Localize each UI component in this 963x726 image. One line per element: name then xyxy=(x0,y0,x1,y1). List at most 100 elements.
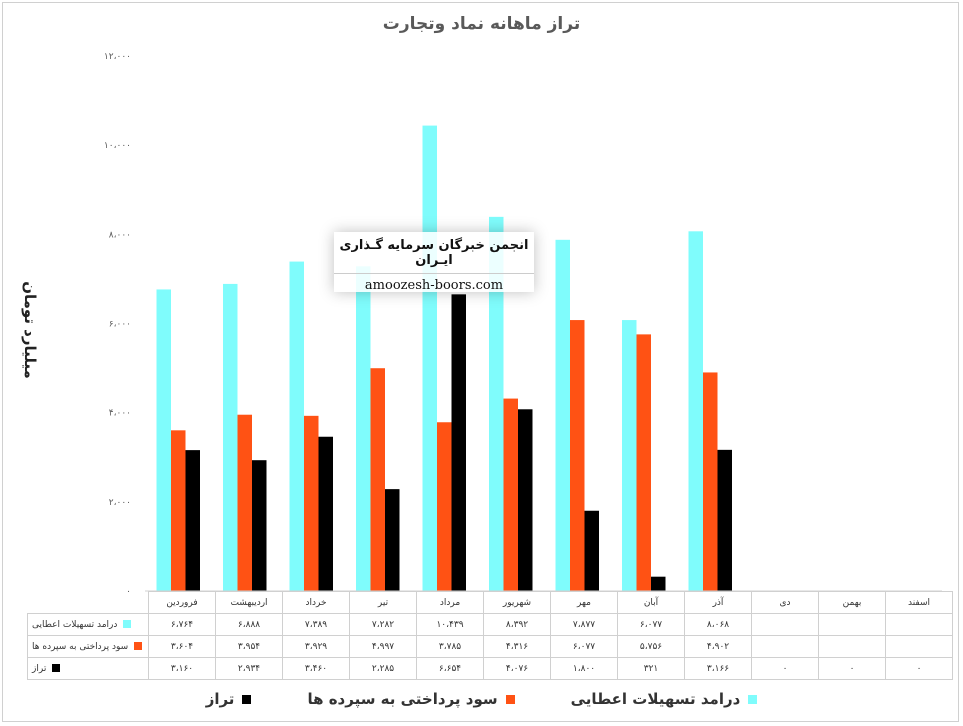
x-category-label: شهریور xyxy=(483,591,551,614)
bar-series-2 xyxy=(370,368,385,591)
bar-series-1 xyxy=(422,125,437,592)
bar-series-2 xyxy=(503,398,518,591)
y-tick-label: ۱۲،۰۰۰ xyxy=(104,52,131,62)
x-category-label: آبان xyxy=(617,591,685,614)
x-category-label: دی xyxy=(751,591,819,614)
x-category-label: خرداد xyxy=(282,591,350,614)
series-name: درامد تسهیلات اعطایی xyxy=(32,619,118,630)
data-label xyxy=(885,613,953,636)
watermark: انجمن خبرگان سرمایه گـذاری ایـران amooze… xyxy=(334,232,534,293)
bar-series-2 xyxy=(171,430,186,591)
data-label: ۴،۹۰۲ xyxy=(684,635,752,658)
legend-label: سود پرداختی به سپرده ها xyxy=(307,690,498,708)
table-row-label: سود پرداختی به سپرده ها xyxy=(27,635,149,658)
data-label: ۳،۱۶۰ xyxy=(148,657,216,680)
bar-series-2 xyxy=(437,422,452,591)
bar-series-1 xyxy=(156,289,171,591)
data-label: ۵،۷۵۶ xyxy=(617,635,685,658)
legend-item: تراز xyxy=(206,690,252,708)
data-label: ۱،۸۰۰ xyxy=(550,657,618,680)
legend-swatch xyxy=(123,620,132,628)
watermark-title: انجمن خبرگان سرمایه گـذاری ایـران xyxy=(334,238,534,274)
series-name: تراز xyxy=(32,663,47,674)
data-label: ۳،۷۸۵ xyxy=(416,635,484,658)
x-category-label: مرداد xyxy=(416,591,484,614)
legend-item: درامد تسهیلات اعطایی xyxy=(571,690,758,708)
bar-series-2 xyxy=(237,414,252,591)
data-label: ۰ xyxy=(751,657,819,680)
legend-swatch xyxy=(52,664,61,672)
bar-series-3 xyxy=(584,510,599,591)
bar-series-1 xyxy=(223,283,238,591)
legend-swatch xyxy=(748,694,758,704)
legend-swatch xyxy=(134,642,143,650)
bar-series-3 xyxy=(385,489,400,591)
legend: درامد تسهیلات اعطایی سود پرداختی به سپرده… xyxy=(0,690,963,708)
data-label: ۳،۴۶۰ xyxy=(282,657,350,680)
bar-series-3 xyxy=(518,409,533,591)
y-tick-label: ۱۰،۰۰۰ xyxy=(104,141,131,151)
y-tick-label: ۸،۰۰۰ xyxy=(109,230,131,240)
x-category-label: تیر xyxy=(349,591,417,614)
bar-series-1 xyxy=(489,216,504,591)
bar-series-2 xyxy=(570,320,585,591)
legend-label: تراز xyxy=(205,690,235,708)
data-label: ۷،۳۸۹ xyxy=(282,613,350,636)
x-category-label: بهمن xyxy=(818,591,886,614)
bar-series-2 xyxy=(304,415,319,591)
data-label: ۲،۲۸۵ xyxy=(349,657,417,680)
y-tick-label: ۲،۰۰۰ xyxy=(109,498,131,508)
legend-item: سود پرداختی به سپرده ها xyxy=(307,690,515,708)
bar-series-2 xyxy=(636,334,651,591)
data-label: ۶،۸۸۸ xyxy=(215,613,283,636)
x-category-label: اردیبهشت xyxy=(215,591,283,614)
data-label: ۷،۲۸۲ xyxy=(349,613,417,636)
x-category-label: فروردین xyxy=(148,591,216,614)
bar-series-3 xyxy=(252,460,267,591)
data-label: ۰ xyxy=(885,657,953,680)
bar-series-1 xyxy=(289,261,304,591)
data-label: ۰ xyxy=(818,657,886,680)
data-label xyxy=(751,635,819,658)
chart-title: تراز ماهانه نماد وتجارت xyxy=(382,14,581,34)
bar-series-2 xyxy=(703,372,718,591)
table-row: سود پرداختی به سپرده ها ۳،۶۰۴ ۳،۹۵۴ ۳،۹۲۹ ۴،… xyxy=(27,635,953,658)
data-label xyxy=(751,613,819,636)
data-label: ۶،۶۵۴ xyxy=(416,657,484,680)
series-name: سود پرداختی به سپرده ها xyxy=(32,641,129,652)
legend-label: درامد تسهیلات اعطایی xyxy=(570,690,741,708)
table-corner xyxy=(27,591,149,614)
y-tick-label: ۴،۰۰۰ xyxy=(109,409,131,419)
data-label xyxy=(818,613,886,636)
data-label: ۴،۹۹۷ xyxy=(349,635,417,658)
data-label: ۶،۰۷۷ xyxy=(617,613,685,636)
bar-series-3 xyxy=(318,436,333,591)
data-label: ۳۲۱ xyxy=(617,657,685,680)
table-row: تراز ۳،۱۶۰ ۲،۹۳۴ ۳،۴۶۰ ۲،۲۸۵ ۶،۶۵۴ ۴،۰۷۶ ۱،۸۰۰ ۳… xyxy=(27,657,953,680)
data-label: ۳،۶۰۴ xyxy=(148,635,216,658)
data-label: ۶،۷۶۴ xyxy=(148,613,216,636)
table-row-label: درامد تسهیلات اعطایی xyxy=(27,613,149,636)
data-label: ۳،۹۵۴ xyxy=(215,635,283,658)
data-label xyxy=(885,635,953,658)
x-category-label: اسفند xyxy=(885,591,953,614)
x-category-label: آذر xyxy=(684,591,752,614)
data-label: ۸،۰۶۸ xyxy=(684,613,752,636)
watermark-url: amoozesh-boors.com xyxy=(364,278,504,293)
data-label: ۴،۰۷۶ xyxy=(483,657,551,680)
bar-series-1 xyxy=(356,266,371,591)
table-row: درامد تسهیلات اعطایی ۶،۷۶۴ ۶،۸۸۸ ۷،۳۸۹ ۷،۲۸۲… xyxy=(27,613,953,636)
data-label xyxy=(818,635,886,658)
data-label: ۳،۹۲۹ xyxy=(282,635,350,658)
bar-series-3 xyxy=(451,294,466,591)
bars xyxy=(156,125,732,592)
legend-swatch xyxy=(505,694,515,704)
x-category-label: مهر xyxy=(550,591,618,614)
bar-series-1 xyxy=(622,320,637,591)
bar-series-3 xyxy=(185,450,200,591)
data-label: ۶،۰۷۷ xyxy=(550,635,618,658)
bar-series-3 xyxy=(717,449,732,591)
